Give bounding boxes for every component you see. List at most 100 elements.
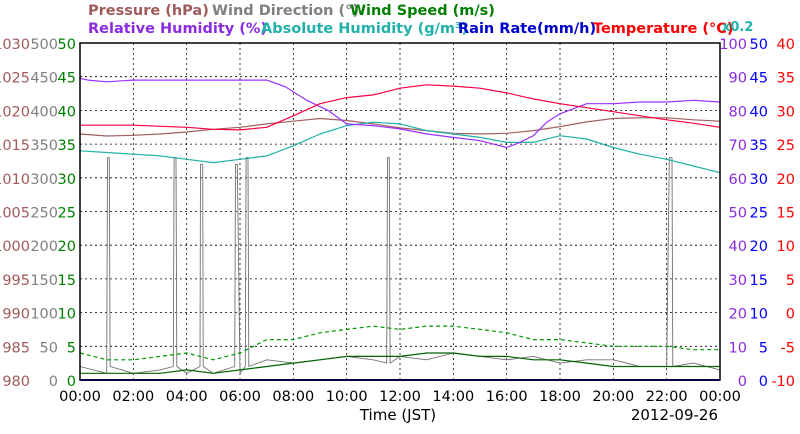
tick-wind-direction: 200 [30,239,58,255]
tick-wind-speed: 40 [58,104,76,120]
tick-wind-speed: 5 [67,340,76,356]
rain-rate-title: Rain Rate(mm/h) [458,21,596,37]
tick-wind-speed: 0 [67,374,76,390]
tick-temperature: -5 [781,340,795,356]
tick-rain-rate: 5 [759,340,768,356]
tick-temperature: 10 [777,239,795,255]
tick-temperature: -10 [771,374,795,390]
tick-relative-humidity: 10 [729,340,747,356]
tick-wind-speed: 10 [58,307,76,323]
tick-rain-rate: 0 [759,374,768,390]
x-tick-label: 14:00 [432,389,474,405]
chart-date: 2012-09-26 [631,406,718,424]
grid [80,43,720,380]
tick-temperature: 30 [777,104,795,120]
tick-wind-speed: 50 [58,37,76,53]
temperature-title: Temperature (°C) [593,21,734,37]
tick-relative-humidity: 40 [729,239,747,255]
tick-pressure: 1025 [0,71,30,87]
left-axis-ticks: 1030102510201015101010051000995990985980… [0,37,76,390]
tick-pressure: 980 [2,374,30,390]
series-wind-speed-m-s-mean [80,352,720,374]
tick-rain-rate: 40 [750,104,768,120]
tick-rain-rate: 15 [750,273,768,289]
tick-wind-speed: 35 [58,138,76,154]
tick-pressure: 990 [2,307,30,323]
tick-wind-direction: 0 [49,374,58,390]
tick-temperature: 20 [777,172,795,188]
series-wind-speed-m-s-max [79,325,720,361]
x-tick-label: 08:00 [272,389,314,405]
tick-relative-humidity: 80 [729,104,747,120]
tick-relative-humidity: 100 [719,37,747,53]
tick-pressure: 995 [2,273,30,289]
tick-pressure: 985 [2,340,30,356]
tick-wind-direction: 100 [30,307,58,323]
tick-temperature: 40 [777,37,795,53]
x-tick-label: 10:00 [326,389,368,405]
tick-pressure: 1030 [0,37,30,53]
tick-relative-humidity: 30 [729,273,747,289]
x-tick-label: 06:00 [219,389,261,405]
tick-wind-speed: 25 [58,206,76,222]
tick-temperature: 35 [777,71,795,87]
x-tick-label: 12:00 [379,389,421,405]
x-tick-label: 18:00 [539,389,581,405]
tick-wind-direction: 450 [30,71,58,87]
tick-wind-speed: 30 [58,172,76,188]
relative-humidity-title: Relative Humidity (%) [88,21,267,37]
x-tick-label: 16:00 [486,389,528,405]
tick-wind-direction: 500 [30,37,58,53]
tick-relative-humidity: 70 [729,138,747,154]
wind-direction-title: Wind Direction (°) [212,3,359,19]
tick-rain-rate: 10 [750,307,768,323]
x-tick-label: 02:00 [112,389,154,405]
x-axis-ticks: 00:00 02:00 04:00 06:00 08:00 10:00 12:00 14:00… [59,389,741,405]
tick-wind-direction: 50 [40,340,58,356]
tick-wind-speed: 45 [58,71,76,87]
absolute-humidity-title: Absolute Humidity (g/m³) [261,21,468,37]
series-temperature-c [80,84,721,131]
tick-rain-rate: 30 [750,172,768,188]
x-tick-label: 00:00 [699,389,741,405]
tick-pressure: 1010 [0,172,30,188]
tick-relative-humidity: 50 [729,206,747,222]
tick-relative-humidity: 0 [738,374,747,390]
wind-speed-title: Wind Speed (m/s) [350,3,495,19]
x-tick-label: 00:00 [59,389,101,405]
tick-wind-direction: 400 [30,104,58,120]
series-absolute-humidity-g-m [79,121,721,174]
x-tick-label: 04:00 [166,389,208,405]
x-axis-label: Time (JST) [359,406,436,424]
pressure-title: Pressure (hPa) [88,3,209,19]
tick-relative-humidity: 60 [729,172,747,188]
series-pressure-hpa [79,117,721,137]
tick-wind-direction: 350 [30,138,58,154]
absolute-humidity-scale: x0.2 [722,20,753,35]
tick-temperature: 25 [777,138,795,154]
tick-wind-speed: 15 [58,273,76,289]
plot-frame [79,42,721,381]
axis-headers: Pressure (hPa) Wind Direction (°) Wind S… [88,3,753,37]
tick-rain-rate: 25 [750,206,768,222]
tick-pressure: 1015 [0,138,30,154]
tick-temperature: 0 [786,307,795,323]
tick-wind-direction: 150 [30,273,58,289]
tick-relative-humidity: 90 [729,71,747,87]
tick-rain-rate: 20 [750,239,768,255]
x-tick-label: 20:00 [592,389,634,405]
tick-wind-direction: 250 [30,206,58,222]
tick-pressure: 1020 [0,104,30,120]
tick-temperature: 15 [777,206,795,222]
tick-temperature: 5 [786,273,795,289]
tick-rain-rate: 50 [750,37,768,53]
x-tick-label: 22:00 [646,389,688,405]
tick-relative-humidity: 20 [729,307,747,323]
tick-wind-speed: 20 [58,239,76,255]
right-axis-ticks: 1009080706050403020100504540353025201510… [719,37,795,390]
series-relative-humidity [79,77,721,149]
